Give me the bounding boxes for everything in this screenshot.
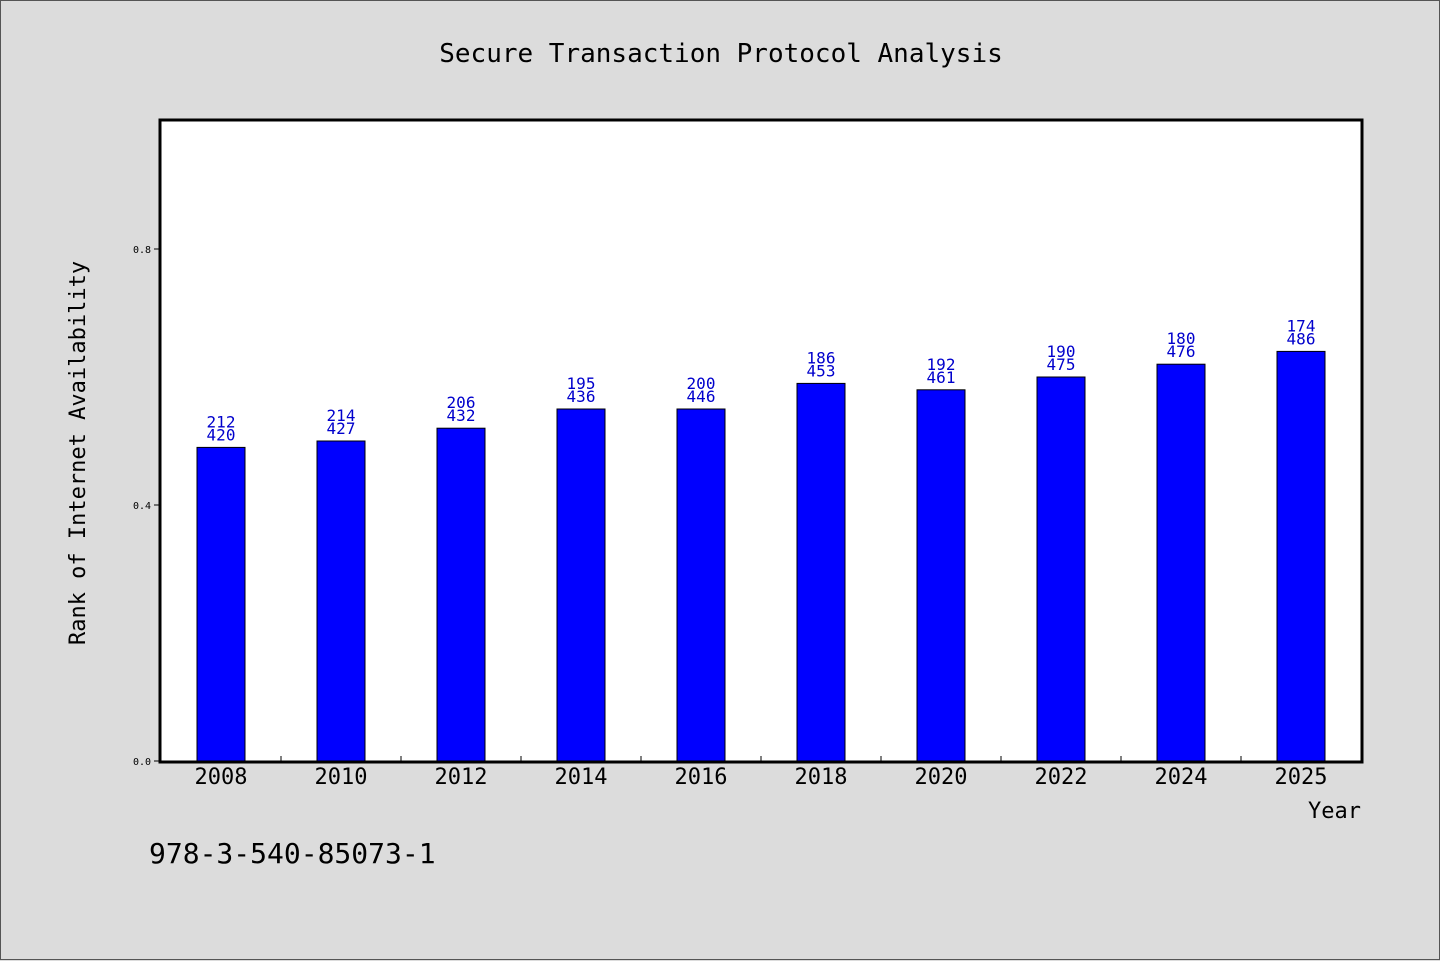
- y-tick-label-0.0: 0.0: [133, 757, 151, 768]
- x-tick-label-2018: 2018: [795, 765, 848, 790]
- data-label-bottom-2022: 475: [1047, 355, 1076, 374]
- x-tick-label-2025: 2025: [1275, 765, 1328, 790]
- data-label-top-2024: 180: [1167, 329, 1196, 348]
- data-label-bottom-2014: 436: [567, 387, 596, 406]
- data-label-top-2012: 206: [447, 393, 476, 412]
- data-label-top-2010: 214: [327, 406, 356, 425]
- bar-2024: [1156, 363, 1206, 762]
- data-label-bottom-2020: 461: [927, 368, 956, 387]
- data-label-top-2016: 200: [687, 374, 716, 393]
- data-label-top-2020: 192: [927, 355, 956, 374]
- data-label-top-2025: 174: [1287, 316, 1316, 335]
- isbn-footnote: 978-3-540-85073-1: [149, 837, 436, 870]
- x-tick-label-2016: 2016: [675, 765, 728, 790]
- y-tick-label-0.4: 0.4: [133, 501, 151, 512]
- bar-2022: [1036, 376, 1086, 762]
- data-label-top-2022: 190: [1047, 342, 1076, 361]
- data-label-bottom-2008: 420: [207, 425, 236, 444]
- chart-title: Secure Transaction Protocol Analysis: [439, 39, 1003, 69]
- bar-2025: [1276, 350, 1326, 762]
- x-tick-label-2024: 2024: [1155, 765, 1208, 790]
- bar-2020: [916, 389, 966, 762]
- data-label-bottom-2024: 476: [1167, 342, 1196, 361]
- data-label-bottom-2012: 432: [447, 406, 476, 425]
- data-label-top-2014: 195: [567, 374, 596, 393]
- data-label-top-2018: 186: [807, 348, 836, 367]
- y-axis-label: Rank of Internet Availability: [66, 261, 91, 645]
- x-tick-label-2010: 2010: [315, 765, 368, 790]
- bars-group: [196, 350, 1326, 762]
- y-axis-ticks: 0.0 0.4 0.8: [133, 245, 161, 768]
- data-label-bottom-2016: 446: [687, 387, 716, 406]
- x-axis-label: Year: [1308, 799, 1361, 824]
- bar-2016: [676, 408, 726, 762]
- bar-2008: [196, 446, 246, 762]
- bar-2010: [316, 440, 366, 762]
- data-label-bottom-2018: 453: [807, 361, 836, 380]
- bar-2014: [556, 408, 606, 762]
- y-tick-label-0.8: 0.8: [133, 245, 151, 256]
- x-tick-label-2014: 2014: [555, 765, 608, 790]
- data-label-bottom-2025: 486: [1287, 329, 1316, 348]
- data-label-top-2008: 212: [207, 412, 236, 431]
- x-tick-label-2012: 2012: [435, 765, 488, 790]
- bar-2018: [796, 382, 846, 762]
- x-tick-label-2008: 2008: [195, 765, 248, 790]
- x-axis-ticks: 2008 2010 2012 2014 2016 2018 2020 2022 2024 2025: [195, 756, 1328, 790]
- x-tick-label-2020: 2020: [915, 765, 968, 790]
- x-tick-label-2022: 2022: [1035, 765, 1088, 790]
- data-label-bottom-2010: 427: [327, 419, 356, 438]
- bar-2012: [436, 427, 486, 762]
